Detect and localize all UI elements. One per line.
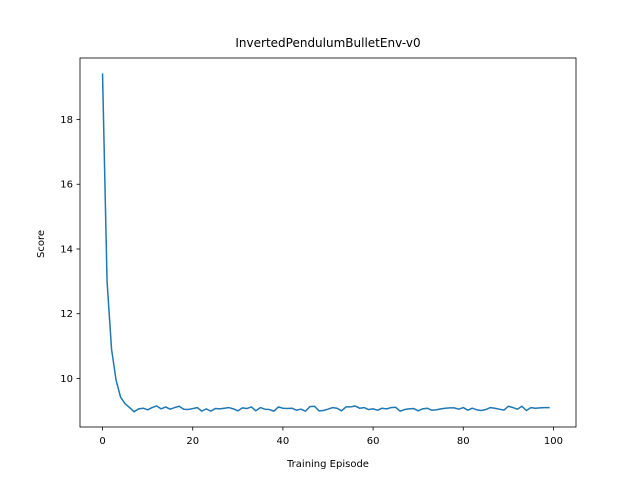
x-tick-label: 80 xyxy=(457,436,470,447)
y-tick-label: 10 xyxy=(60,374,73,385)
y-tick-label: 14 xyxy=(60,244,73,255)
x-tick-label: 0 xyxy=(99,436,105,447)
y-tick-label: 16 xyxy=(60,180,73,191)
x-tick-label: 60 xyxy=(367,436,380,447)
x-axis-label: Training Episode xyxy=(286,459,369,470)
y-tick-label: 18 xyxy=(60,115,73,126)
axes-frame xyxy=(79,57,577,428)
y-tick-label: 12 xyxy=(60,309,73,320)
x-tick-label: 20 xyxy=(186,436,199,447)
chart-title: InvertedPendulumBulletEnv-v0 xyxy=(235,36,420,50)
x-tick-label: 100 xyxy=(544,436,563,447)
y-axis-label: Score xyxy=(36,230,47,258)
x-tick-label: 40 xyxy=(277,436,290,447)
plot-area: 0 20 40 60 80 100 10 12 14 16 18 xyxy=(60,57,577,447)
series-line-0 xyxy=(101,73,550,413)
